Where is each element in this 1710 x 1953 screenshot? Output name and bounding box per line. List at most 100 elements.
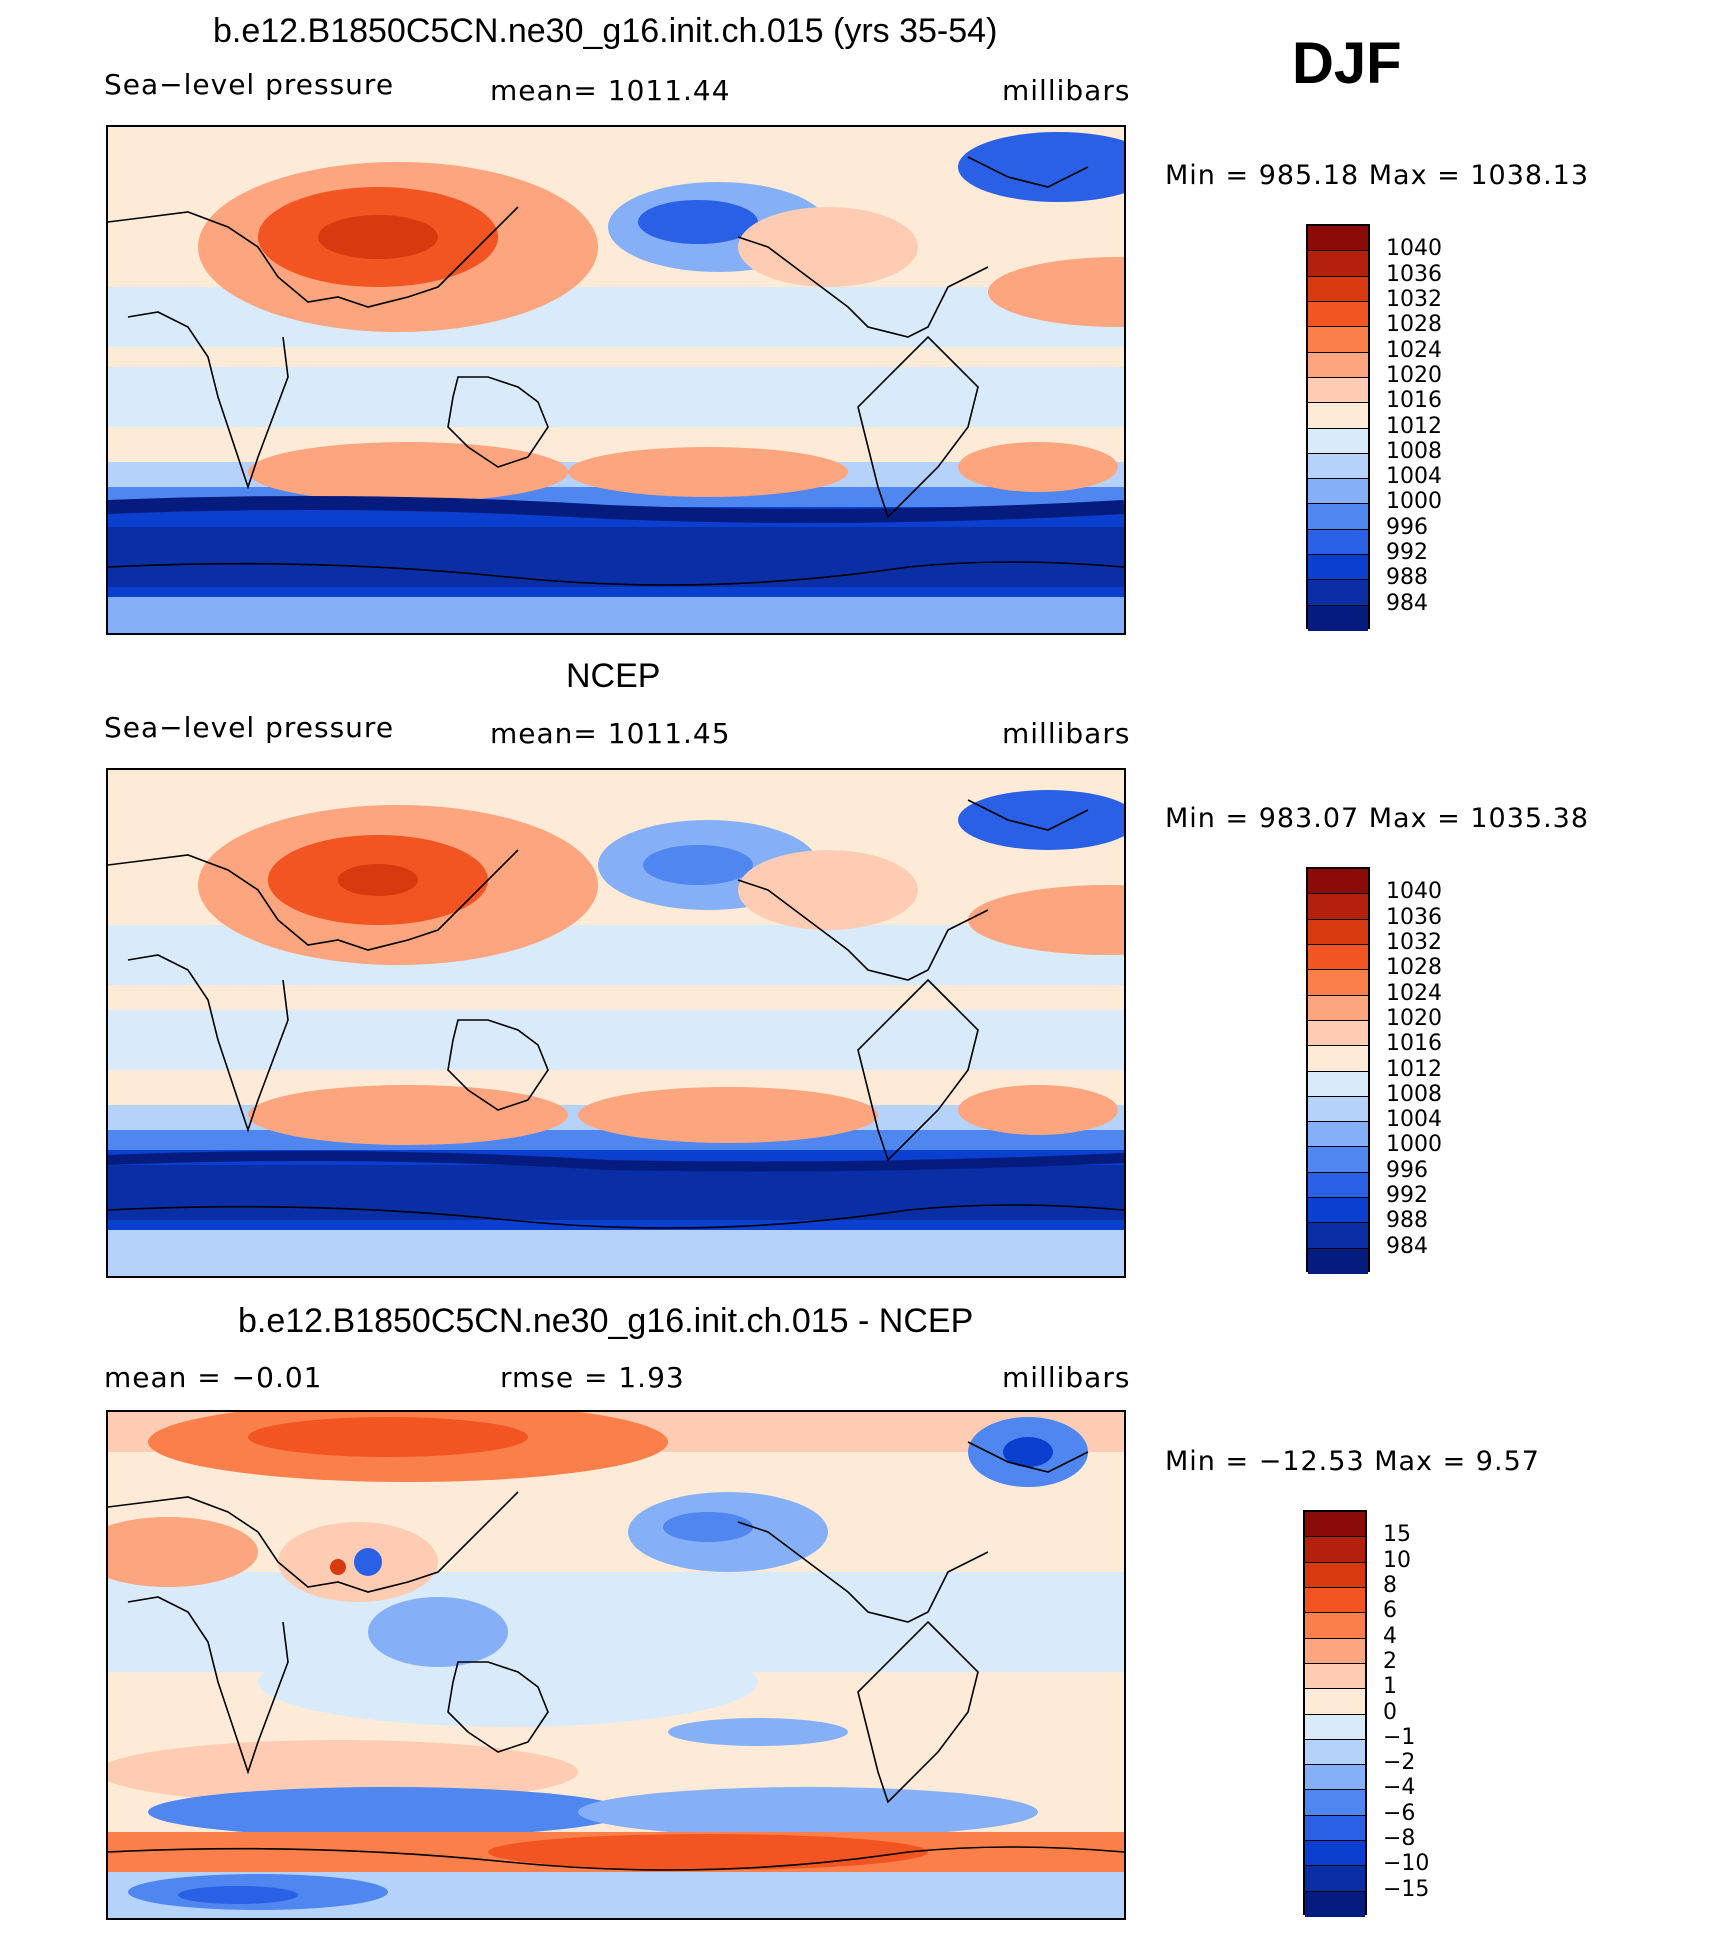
colorbar-swatch — [1308, 301, 1368, 328]
colorbar-label: 8 — [1383, 1572, 1397, 1598]
colorbar-label: 1032 — [1386, 286, 1442, 312]
colorbar-swatch — [1308, 944, 1368, 971]
colorbar-label: 6 — [1383, 1598, 1397, 1624]
colorbar-label: 15 — [1383, 1522, 1411, 1548]
colorbar-swatch — [1308, 529, 1368, 556]
colorbar-label: 1020 — [1386, 1005, 1442, 1031]
colorbar-label: 984 — [1386, 1233, 1428, 1259]
panel3-mean-label: mean = −0.01 — [104, 1361, 323, 1394]
panel2-minmax: Min = 983.07 Max = 1035.38 — [1165, 803, 1590, 834]
colorbar-swatch — [1308, 276, 1368, 302]
colorbar-swatch — [1305, 1891, 1365, 1917]
panel1-mean-label: mean= 1011.44 — [490, 74, 731, 107]
colorbar-swatch — [1308, 352, 1368, 378]
colorbar-swatch — [1308, 453, 1368, 480]
colorbar-label: 1036 — [1386, 904, 1442, 930]
colorbar-label: 1012 — [1386, 413, 1442, 439]
panel2-units-label: millibars — [1002, 717, 1131, 750]
colorbar-swatch — [1308, 919, 1368, 945]
panel2-title: NCEP — [566, 657, 661, 695]
colorbar-label: 0 — [1383, 1699, 1397, 1725]
colorbar-label: 10 — [1383, 1547, 1411, 1573]
colorbar-label: 992 — [1386, 1183, 1428, 1209]
colorbar-label: −8 — [1383, 1826, 1416, 1852]
colorbar-swatch — [1308, 995, 1368, 1021]
colorbar-swatch — [1308, 428, 1368, 454]
colorbar-label: 1000 — [1386, 1132, 1442, 1158]
colorbar-label: 4 — [1383, 1623, 1397, 1649]
season-label: DJF — [1292, 31, 1402, 96]
panel3-colorbar — [1303, 1510, 1367, 1917]
colorbar-label: −1 — [1383, 1724, 1416, 1750]
panel3-map — [106, 1410, 1126, 1920]
colorbar-label: 1008 — [1386, 1081, 1442, 1107]
colorbar-swatch — [1308, 1147, 1368, 1173]
colorbar-swatch — [1305, 1663, 1365, 1690]
colorbar-swatch — [1308, 377, 1368, 404]
colorbar-label: 2 — [1383, 1648, 1397, 1674]
colorbar-label: 1004 — [1386, 1107, 1442, 1133]
panel2-colorbar — [1306, 867, 1370, 1274]
colorbar-label: 984 — [1386, 590, 1428, 616]
colorbar-swatch — [1308, 327, 1368, 353]
colorbar-swatch — [1305, 1841, 1365, 1867]
colorbar-swatch — [1308, 1198, 1368, 1224]
panel3-minmax: Min = −12.53 Max = 9.57 — [1165, 1446, 1540, 1477]
colorbar-label: 996 — [1386, 1157, 1428, 1183]
colorbar-label: 988 — [1386, 565, 1428, 591]
panel2-map — [106, 768, 1126, 1278]
colorbar-swatch — [1308, 251, 1368, 277]
colorbar-label: 1004 — [1386, 464, 1442, 490]
colorbar-swatch — [1308, 970, 1368, 996]
colorbar-label: 992 — [1386, 540, 1428, 566]
colorbar-label: 988 — [1386, 1208, 1428, 1234]
colorbar-label: −6 — [1383, 1800, 1416, 1826]
panel1-minmax: Min = 985.18 Max = 1038.13 — [1165, 160, 1590, 191]
colorbar-swatch — [1308, 1223, 1368, 1249]
colorbar-swatch — [1308, 1096, 1368, 1123]
colorbar-swatch — [1305, 1765, 1365, 1791]
colorbar-swatch — [1308, 555, 1368, 581]
colorbar-swatch — [1308, 403, 1368, 429]
colorbar-swatch — [1305, 1613, 1365, 1639]
colorbar-label: 1024 — [1386, 980, 1442, 1006]
panel3-rmse-label: rmse = 1.93 — [500, 1361, 685, 1394]
panel1-left-label: Sea−level pressure — [104, 68, 395, 101]
colorbar-swatch — [1308, 1020, 1368, 1047]
colorbar-label: −15 — [1383, 1876, 1430, 1902]
colorbar-swatch — [1305, 1638, 1365, 1664]
colorbar-label: 1040 — [1386, 879, 1442, 905]
colorbar-swatch — [1305, 1562, 1365, 1588]
colorbar-label: 1 — [1383, 1674, 1397, 1700]
colorbar-label: 1012 — [1386, 1056, 1442, 1082]
panel2-mean-label: mean= 1011.45 — [490, 717, 731, 750]
panel3-title: b.e12.B1850C5CN.ne30_g16.init.ch.015 - N… — [238, 1302, 974, 1340]
colorbar-label: 1028 — [1386, 312, 1442, 338]
colorbar-label: 1036 — [1386, 261, 1442, 287]
colorbar-swatch — [1308, 1071, 1368, 1097]
colorbar-swatch — [1305, 1790, 1365, 1816]
colorbar-label: 1000 — [1386, 489, 1442, 515]
colorbar-swatch — [1308, 1122, 1368, 1148]
colorbar-swatch — [1308, 226, 1368, 252]
colorbar-swatch — [1305, 1537, 1365, 1563]
colorbar-label: −2 — [1383, 1750, 1416, 1776]
colorbar-swatch — [1305, 1714, 1365, 1740]
colorbar-label: 1016 — [1386, 1031, 1442, 1057]
panel1-map — [106, 125, 1126, 635]
colorbar-label: 1020 — [1386, 362, 1442, 388]
colorbar-swatch — [1305, 1512, 1365, 1538]
colorbar-swatch — [1305, 1815, 1365, 1842]
colorbar-label: 996 — [1386, 514, 1428, 540]
panel1-title: b.e12.B1850C5CN.ne30_g16.init.ch.015 (yr… — [213, 12, 998, 50]
panel3-units-label: millibars — [1002, 1361, 1131, 1394]
panel2-left-label: Sea−level pressure — [104, 711, 395, 744]
panel1-units-label: millibars — [1002, 74, 1131, 107]
colorbar-swatch — [1308, 504, 1368, 530]
colorbar-swatch — [1308, 1046, 1368, 1072]
panel1-colorbar — [1306, 224, 1370, 631]
colorbar-label: 1028 — [1386, 955, 1442, 981]
colorbar-swatch — [1308, 605, 1368, 631]
colorbar-swatch — [1305, 1587, 1365, 1614]
colorbar-swatch — [1308, 580, 1368, 606]
